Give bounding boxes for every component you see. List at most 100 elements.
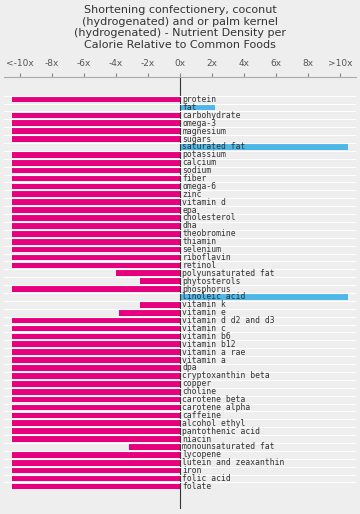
Text: vitamin c: vitamin c [183,324,226,333]
Bar [129,444,180,450]
Text: cholesterol: cholesterol [183,213,236,223]
Text: omega-3: omega-3 [183,119,216,128]
Text: choline: choline [183,387,216,396]
Title: Shortening confectionery, coconut
(hydrogenated) and or palm kernel
(hydrogenate: Shortening confectionery, coconut (hydro… [74,5,286,50]
Text: fiber: fiber [183,174,207,183]
Bar [180,144,348,150]
Text: linoleic acid: linoleic acid [183,292,246,301]
Text: dpa: dpa [183,363,197,373]
Bar [12,318,180,323]
Text: lycopene: lycopene [183,450,221,460]
Bar [12,452,180,457]
Text: fat: fat [183,103,197,112]
Bar [12,191,180,197]
Bar [12,389,180,395]
Text: magnesium: magnesium [183,126,226,136]
Bar [12,113,180,118]
Text: copper: copper [183,379,212,388]
Text: carotene beta: carotene beta [183,395,246,404]
Text: sugars: sugars [183,135,212,143]
Text: cryptoxanthin beta: cryptoxanthin beta [183,372,270,380]
Text: theobromine: theobromine [183,229,236,238]
Bar [12,176,180,181]
Bar [12,405,180,410]
Bar [12,152,180,158]
Text: riboflavin: riboflavin [183,253,231,262]
Bar [12,247,180,252]
Bar [12,136,180,142]
Bar [12,460,180,466]
Text: protein: protein [183,95,216,104]
Text: retinol: retinol [183,261,216,270]
Text: carotene alpha: carotene alpha [183,403,251,412]
Bar [119,310,180,316]
Text: potassium: potassium [183,150,226,159]
Bar [116,270,180,276]
Bar [12,357,180,363]
Text: vitamin e: vitamin e [183,308,226,317]
Text: pantothenic acid: pantothenic acid [183,427,260,436]
Text: caffeine: caffeine [183,411,221,420]
Text: folic acid: folic acid [183,474,231,483]
Bar [12,160,180,166]
Bar [12,168,180,173]
Text: phosphorus: phosphorus [183,285,231,293]
Bar [12,334,180,339]
Bar [12,199,180,205]
Text: omega-6: omega-6 [183,182,216,191]
Bar [12,254,180,260]
Bar [12,207,180,213]
Bar [180,294,348,300]
Bar [12,341,180,347]
Bar [12,231,180,236]
Bar [12,420,180,426]
Text: niacin: niacin [183,434,212,444]
Text: carbohydrate: carbohydrate [183,111,241,120]
Text: vitamin a rae: vitamin a rae [183,347,246,357]
Text: sodium: sodium [183,166,212,175]
Bar [12,350,180,355]
Bar [12,484,180,489]
Text: vitamin b6: vitamin b6 [183,332,231,341]
Bar [12,215,180,221]
Text: selenium: selenium [183,245,221,254]
Bar [180,105,215,111]
Text: thiamin: thiamin [183,237,216,246]
Text: calcium: calcium [183,158,216,167]
Text: vitamin d d2 and d3: vitamin d d2 and d3 [183,316,275,325]
Text: alcohol ethyl: alcohol ethyl [183,419,246,428]
Text: saturated fat: saturated fat [183,142,246,152]
Bar [12,475,180,481]
Bar [12,183,180,189]
Text: vitamin a: vitamin a [183,356,226,364]
Text: dha: dha [183,222,197,230]
Bar [140,278,180,284]
Bar [12,263,180,268]
Text: iron: iron [183,466,202,475]
Text: vitamin d: vitamin d [183,198,226,207]
Bar [12,128,180,134]
Text: phytosterols: phytosterols [183,277,241,286]
Bar [12,373,180,379]
Text: zinc: zinc [183,190,202,199]
Bar [12,428,180,434]
Text: epa: epa [183,206,197,214]
Bar [12,239,180,245]
Text: folate: folate [183,482,212,491]
Bar [12,381,180,387]
Text: vitamin b12: vitamin b12 [183,340,236,349]
Bar [12,468,180,473]
Text: monounsaturated fat: monounsaturated fat [183,443,275,451]
Text: vitamin k: vitamin k [183,300,226,309]
Bar [12,223,180,229]
Bar [12,436,180,442]
Bar [12,97,180,102]
Bar [12,326,180,332]
Bar [12,286,180,292]
Bar [12,365,180,371]
Text: polyunsaturated fat: polyunsaturated fat [183,269,275,278]
Bar [140,302,180,308]
Bar [12,120,180,126]
Text: lutein and zeaxanthin: lutein and zeaxanthin [183,458,285,467]
Bar [12,397,180,402]
